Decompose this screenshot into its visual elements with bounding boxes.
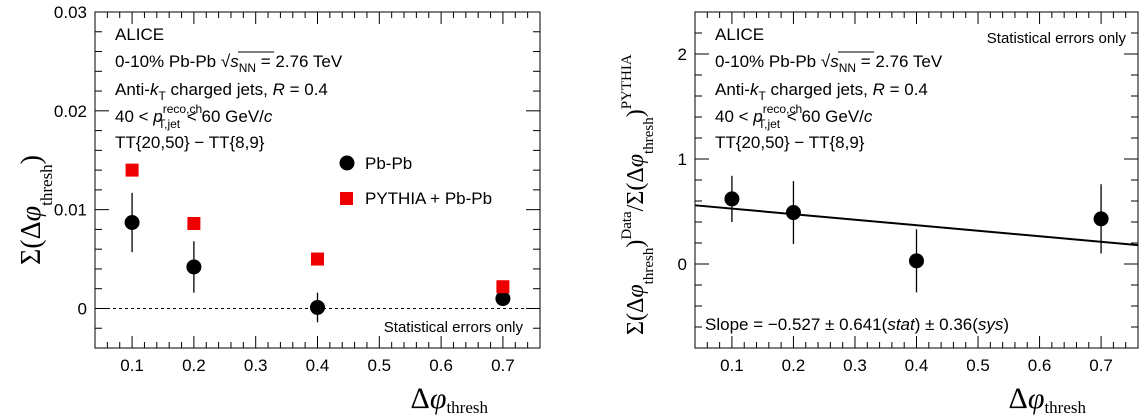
x-tick-label: 0.5 (367, 356, 391, 375)
legend: Pb-Pb PYTHIA + Pb-Pb (339, 154, 492, 208)
y-tick-label: 0.03 (54, 3, 87, 22)
fit-line (694, 204, 1139, 247)
y-axis-title: Σ(Δφthresh)Data/Σ(Δφthresh)PYTHIA (619, 54, 657, 335)
series-0 (124, 192, 511, 323)
panel-sigma: 0.1 0.2 0.3 0.4 0.5 0.6 0.7 0 0.01 0.02 0.03 Δφthre… (16, 3, 541, 417)
legend-label-pythia: PYTHIA + Pb-Pb (365, 189, 492, 208)
annotation-pt: 40 < preco,ch T,jet < 60 GeV/c (715, 102, 873, 131)
data-point (311, 252, 324, 266)
data-point (785, 205, 801, 221)
annotation-jets: Anti-kT charged jets, R = 0.4 (715, 80, 928, 103)
data-point (496, 280, 510, 294)
annotation-note: Statistical errors only (987, 30, 1127, 47)
data-point (724, 191, 740, 207)
x-tick-label: 0.3 (244, 356, 268, 375)
x-tick-label: 0.6 (1028, 356, 1052, 375)
y-tick-label: 0.02 (54, 102, 87, 121)
data-point (1093, 211, 1109, 227)
y-tick-label: 0.01 (54, 201, 87, 220)
annotation-jets: Anti-kT charged jets, R = 0.4 (115, 80, 328, 103)
data-point (186, 259, 202, 275)
annotation-experiment: ALICE (115, 25, 164, 44)
x-tick-label: 0.1 (120, 356, 144, 375)
y-tick-label: 0 (78, 299, 87, 318)
y-tick-label: 2 (678, 45, 687, 64)
x-tick-label: 0.7 (1089, 356, 1113, 375)
annotation-collision: 0-10% Pb-Pb √sNN = 2.76 TeV (715, 52, 943, 75)
data-point (125, 163, 139, 177)
data-point (495, 291, 511, 307)
annotation-experiment: ALICE (715, 25, 764, 44)
data-point (124, 214, 140, 230)
legend-label-pbpb: Pb-Pb (365, 154, 412, 173)
x-tick-label: 0.7 (491, 356, 515, 375)
panel-ratio: 0.1 0.2 0.3 0.4 0.5 0.6 0.7 0 1 2 Δφthresh Σ(Δφthre… (619, 11, 1139, 417)
y-tick-label: 0 (678, 255, 687, 274)
series-1 (125, 163, 510, 294)
annotation-pt: 40 < preco,ch T,jet < 60 GeV/c (115, 102, 273, 131)
series-0 (724, 175, 1109, 293)
data-point (310, 299, 325, 315)
annotation-tt: TT{20,50} − TT{8,9} (715, 133, 865, 152)
x-axis-title: Δφthresh (1009, 382, 1087, 417)
annotation-tt: TT{20,50} − TT{8,9} (115, 133, 265, 152)
x-tick-label: 0.3 (843, 356, 867, 375)
legend-marker-pythia (340, 192, 353, 205)
x-tick-label: 0.4 (306, 356, 330, 375)
x-axis-title: Δφthresh (411, 382, 489, 417)
y-tick-label: 1 (678, 150, 687, 169)
legend-marker-pbpb (339, 155, 355, 171)
x-tick-label: 0.2 (782, 356, 806, 375)
x-tick-label: 0.4 (905, 356, 929, 375)
annotation-collision: 0-10% Pb-Pb √sNN = 2.76 TeV (115, 52, 343, 75)
x-tick-label: 0.5 (966, 356, 990, 375)
annotation-note: Statistical errors only (384, 319, 524, 336)
annotation-slope: Slope = −0.527 ± 0.641(stat) ± 0.36(sys) (705, 315, 1009, 334)
x-tick-label: 0.2 (182, 356, 206, 375)
x-tick-label: 0.6 (429, 356, 453, 375)
x-tick-label: 0.1 (720, 356, 744, 375)
data-point (187, 216, 201, 230)
data-point (909, 253, 924, 269)
y-axis-title: Σ(Δφthresh) (16, 155, 56, 265)
